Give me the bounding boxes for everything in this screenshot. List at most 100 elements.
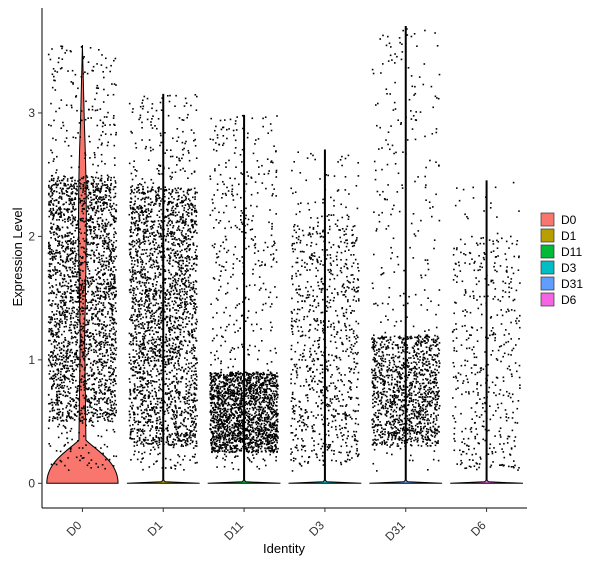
data-point	[83, 359, 86, 362]
data-point	[69, 247, 72, 250]
data-point	[54, 273, 57, 275]
data-point	[139, 371, 141, 374]
data-point	[80, 110, 83, 112]
data-point	[174, 417, 177, 420]
data-point	[94, 315, 97, 317]
data-point	[75, 315, 77, 318]
data-point	[71, 199, 74, 201]
data-point	[49, 304, 51, 306]
data-point	[145, 286, 147, 288]
data-point	[81, 292, 84, 294]
data-point	[110, 255, 113, 258]
data-point	[185, 393, 188, 396]
data-point	[195, 223, 198, 226]
data-point	[178, 263, 180, 266]
data-point	[162, 420, 165, 422]
data-point	[150, 208, 153, 211]
data-point	[143, 418, 146, 420]
data-point	[69, 296, 72, 298]
data-point	[158, 351, 161, 353]
data-point	[65, 104, 68, 106]
data-point	[196, 375, 198, 378]
data-point	[175, 273, 177, 276]
data-point	[87, 348, 90, 350]
data-point	[175, 416, 178, 419]
data-point	[110, 353, 112, 356]
data-point	[61, 415, 64, 417]
data-point	[64, 361, 67, 363]
data-point	[96, 400, 99, 402]
data-point	[161, 228, 164, 231]
data-point	[80, 288, 82, 291]
data-point	[142, 468, 144, 471]
data-point	[144, 192, 146, 195]
data-point	[63, 291, 66, 293]
data-point	[165, 293, 168, 295]
data-point	[112, 391, 114, 393]
data-point	[169, 316, 171, 319]
data-point	[143, 333, 145, 335]
data-point	[58, 330, 60, 333]
data-point	[106, 361, 108, 364]
data-point	[147, 295, 150, 297]
data-point	[107, 293, 110, 296]
data-point	[53, 119, 55, 122]
data-point	[182, 326, 184, 329]
data-point	[149, 453, 151, 455]
data-point	[171, 202, 173, 204]
data-point	[175, 346, 178, 348]
data-point	[72, 301, 74, 304]
data-point	[109, 187, 111, 189]
data-point	[80, 348, 83, 351]
data-point	[98, 416, 100, 418]
data-point	[79, 420, 81, 422]
data-point	[56, 412, 59, 415]
data-point	[144, 277, 146, 279]
data-point	[93, 227, 95, 229]
data-point	[185, 264, 187, 267]
data-point	[52, 215, 55, 218]
data-point	[95, 189, 97, 191]
data-point	[182, 153, 184, 156]
data-point	[55, 182, 57, 184]
data-point	[74, 198, 77, 200]
data-point	[160, 421, 162, 424]
data-point	[64, 218, 66, 221]
data-point	[113, 144, 116, 147]
data-point	[195, 373, 197, 376]
data-point	[140, 307, 142, 310]
data-point	[158, 379, 160, 381]
data-point	[138, 352, 140, 354]
data-point	[134, 217, 136, 219]
data-point	[174, 281, 177, 283]
data-point	[190, 219, 192, 221]
data-point	[72, 136, 75, 139]
data-point	[191, 352, 193, 355]
data-point	[131, 297, 134, 299]
data-point	[130, 316, 132, 319]
data-point	[180, 412, 183, 415]
data-point	[101, 260, 104, 262]
data-point	[50, 237, 52, 239]
data-point	[115, 403, 117, 406]
data-point	[147, 406, 149, 408]
data-point	[98, 310, 101, 312]
data-point	[67, 217, 70, 220]
data-point	[60, 216, 63, 218]
data-point	[147, 271, 149, 273]
data-point	[132, 208, 134, 210]
data-point	[187, 238, 190, 240]
data-point	[100, 282, 102, 285]
data-point	[100, 208, 102, 211]
data-point	[65, 359, 68, 361]
data-point	[99, 358, 101, 361]
data-point	[97, 466, 99, 468]
data-point	[75, 193, 78, 196]
data-point	[114, 395, 116, 398]
data-point	[107, 237, 110, 239]
data-point	[188, 395, 190, 398]
data-point	[101, 257, 103, 260]
data-point	[67, 274, 69, 276]
data-point	[186, 296, 188, 299]
data-point	[90, 196, 92, 199]
